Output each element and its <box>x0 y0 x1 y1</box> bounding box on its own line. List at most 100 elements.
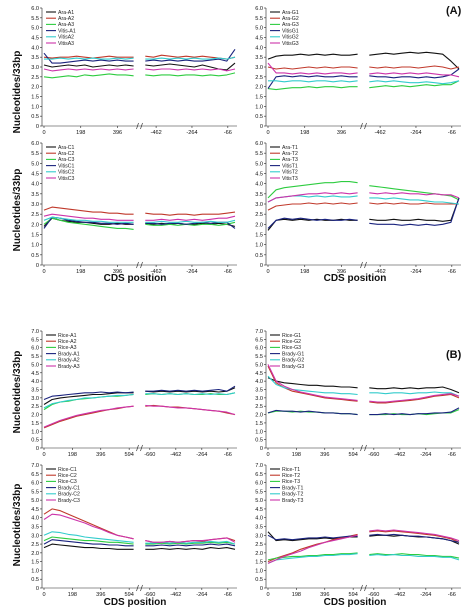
y-tick-label: 2.0 <box>255 413 263 419</box>
x-tick-label: 396 <box>320 592 329 598</box>
x-tick-label: -462 <box>394 452 405 458</box>
y-tick-label: 4.0 <box>31 516 39 522</box>
series-line-rice-g1 <box>267 377 460 394</box>
panel-a2: 0 0.5 1.0 1.5 2.0 2.5 3.0 3.5 4.0 4.5 5.0 5.5 6.0 0 19… <box>255 6 461 136</box>
y-tick-label: 6.5 <box>31 472 39 478</box>
legend-label: Ara-G1 <box>282 10 299 16</box>
legend-label: Rice-C3 <box>58 479 77 485</box>
x-tick-label: 0 <box>266 592 269 598</box>
y-tick-label: 6.0 <box>31 6 39 12</box>
y-tick-label: 6.5 <box>255 472 263 478</box>
axis-break-mark <box>136 122 139 130</box>
legend-label: VitisA3 <box>58 41 74 47</box>
y-tick-label: 7.0 <box>255 463 263 469</box>
series-line-brady-t3 <box>267 529 460 564</box>
x-tick-label: 198 <box>76 130 85 136</box>
series-line-ara-g2 <box>267 65 460 70</box>
series-line-ara-c3 <box>43 217 236 230</box>
legend-label: Ara-T1 <box>282 145 298 151</box>
x-tick-label: -462 <box>151 269 162 275</box>
legend-label: Ara-T3 <box>282 157 298 163</box>
y-tick-label: 4.0 <box>255 379 263 385</box>
y-tick-label: 0 <box>260 586 263 592</box>
y-tick-label: 3.0 <box>31 533 39 539</box>
axis-break-mark <box>136 261 139 269</box>
panels-group: 00.51.01.52.02.53.03.54.04.55.05.56.00 19… <box>31 6 461 598</box>
y-tick-label: 5.5 <box>255 354 263 360</box>
y-tick-label: 7.0 <box>255 329 263 335</box>
y-tick-label: 0.5 <box>31 577 39 583</box>
legend-label: VitisT1 <box>282 163 298 169</box>
y-tick-label: 7.0 <box>31 329 39 335</box>
legend-label: Rice-T3 <box>282 479 300 485</box>
x-tick-label: 198 <box>292 452 301 458</box>
x-tick-label: 594 <box>124 452 133 458</box>
x-tick-label: 396 <box>96 452 105 458</box>
y-tick-label: 5.0 <box>255 26 263 32</box>
series-line-vitist3 <box>267 192 460 203</box>
y-tick-label: 3.5 <box>255 388 263 394</box>
legend-label: Rice-G3 <box>282 345 301 351</box>
x-tick-label: 0 <box>42 452 45 458</box>
y-tick-label: 1.0 <box>255 243 263 249</box>
y-tick-label: 4.0 <box>31 45 39 51</box>
legend: Rice-A1Rice-A2Rice-A3Brady-A1Brady-A2Bra… <box>46 333 80 370</box>
y-tick-label: 5.0 <box>255 362 263 368</box>
y-tick-label: 3.0 <box>255 65 263 71</box>
y-tick-label: 2.0 <box>31 551 39 557</box>
legend: Rice-T1Rice-T2Rice-T3Brady-T1Brady-T2Bra… <box>270 467 303 504</box>
x-tick-label: -264 <box>196 592 207 598</box>
series-line-rice-a3 <box>43 392 236 411</box>
legend: Rice-G1Rice-G2Rice-G3Brady-G1Brady-G2Bra… <box>270 333 304 370</box>
y-tick-label: 3.0 <box>31 202 39 208</box>
y-tick-label: 4.5 <box>255 371 263 377</box>
x-tick-label: -66 <box>224 452 232 458</box>
y-tick-label: 0.5 <box>31 114 39 120</box>
x-tick-label: 396 <box>113 130 122 136</box>
x-tick-label: -66 <box>224 269 232 275</box>
axis-break-mark <box>364 584 367 592</box>
axis-break-mark <box>136 444 139 452</box>
series-line-vitisg2 <box>268 80 460 85</box>
x-tick-label: -660 <box>368 452 379 458</box>
y-tick-label: 0.5 <box>255 577 263 583</box>
y-tick-label: 4.5 <box>31 172 39 178</box>
legend: Rice-C1Rice-C2Rice-C3Brady-C1Brady-C2Bra… <box>46 467 80 504</box>
legend-label: Ara-A1 <box>58 10 74 16</box>
series-line-rice-c1 <box>43 543 236 550</box>
y-tick-label: 2.5 <box>255 542 263 548</box>
y-tick-label: 2.5 <box>31 542 39 548</box>
x-tick-label: -660 <box>368 592 379 598</box>
y-tick-label: 0.5 <box>31 253 39 259</box>
legend-label: Rice-C1 <box>58 467 77 473</box>
panel-a1: 0 0.5 1.0 1.5 2.0 2.5 3.0 3.5 4.0 4.5 5.0 5.5 6.0 0 19… <box>31 6 237 136</box>
y-tick-label: 6.0 <box>255 346 263 352</box>
y-tick-label: 2.0 <box>255 85 263 91</box>
y-tick-label: 5.0 <box>255 161 263 167</box>
y-axis-label-b-bottom: Nucleotides/33bp <box>12 484 23 567</box>
x-tick-label: 396 <box>113 269 122 275</box>
series-line-ara-g3 <box>267 80 460 91</box>
series-line-brady-t1 <box>267 533 460 543</box>
legend-label: Brady-G1 <box>282 351 304 357</box>
series-line-brady-t2 <box>267 553 460 564</box>
y-tick-label: 2.0 <box>255 222 263 228</box>
legend-label: Brady-A3 <box>58 364 80 370</box>
series-line-brady-c1 <box>43 539 236 547</box>
axis-break-mark <box>140 444 143 452</box>
axis-break-mark <box>360 444 363 452</box>
y-tick-label: 5.5 <box>31 489 39 495</box>
series-line-vitist2 <box>267 195 460 205</box>
x-tick-label: 0 <box>266 269 269 275</box>
legend-label: VitisC2 <box>58 170 74 176</box>
y-tick-label: 6.0 <box>255 6 263 12</box>
x-tick-label: -462 <box>170 452 181 458</box>
x-tick-label: -462 <box>375 269 386 275</box>
legend-label: Brady-C1 <box>58 485 80 491</box>
legend-label: Brady-C3 <box>58 498 80 504</box>
x-tick-label: 396 <box>337 269 346 275</box>
y-tick-label: 0 <box>36 586 39 592</box>
y-tick-label: 4.5 <box>31 36 39 42</box>
y-tick-label: 4.5 <box>255 507 263 513</box>
